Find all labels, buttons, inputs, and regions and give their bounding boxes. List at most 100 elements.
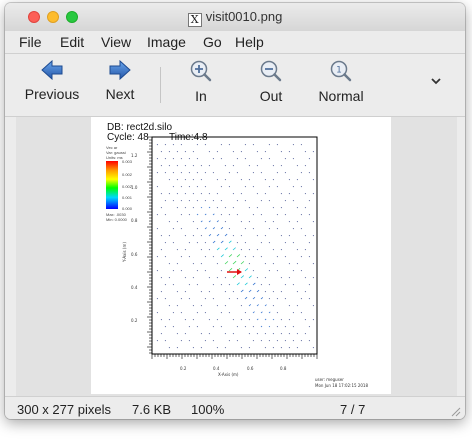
- menu-go[interactable]: Go: [203, 34, 222, 50]
- vector-mark: [156, 227, 159, 230]
- vector-mark: [312, 318, 315, 321]
- vector-mark: [232, 150, 235, 153]
- menu-view[interactable]: View: [101, 34, 132, 50]
- vector-mark: [304, 150, 307, 153]
- vector-mark: [300, 297, 303, 300]
- vector-mark: [228, 283, 231, 286]
- vector-mark: [220, 240, 224, 244]
- menu-image[interactable]: Image: [147, 34, 186, 50]
- vector-mark: [212, 227, 216, 230]
- vector-mark: [304, 234, 307, 237]
- menu-help[interactable]: Help: [235, 34, 264, 50]
- vector-mark: [276, 143, 279, 146]
- vector-mark: [216, 178, 219, 181]
- vector-mark: [280, 290, 283, 293]
- vector-mark: [272, 304, 275, 307]
- vector-mark: [180, 157, 183, 160]
- vector-mark: [276, 255, 279, 258]
- next-label: Next: [105, 86, 135, 102]
- y-tick-label: 1.2: [131, 153, 138, 158]
- vector-mark: [276, 339, 279, 342]
- vector-mark: [224, 261, 229, 265]
- vector-mark: [232, 332, 235, 335]
- vector-mark: [292, 325, 295, 328]
- vector-mark: [204, 171, 207, 174]
- vector-mark: [276, 325, 279, 328]
- y-tick-label: 0.6: [131, 252, 138, 257]
- minimize-window-button[interactable]: [47, 11, 59, 23]
- vector-mark: [256, 150, 259, 153]
- vector-mark: [240, 178, 243, 181]
- vector-mark: [220, 311, 223, 314]
- vector-mark: [220, 283, 223, 286]
- vector-mark: [256, 289, 260, 293]
- vector-plot: Y-Axis (m) X-Axis (m) 1.2 1.0 0.8 0.6 0.…: [122, 136, 368, 388]
- vector-mark: [220, 199, 223, 202]
- vector-mark: [192, 276, 195, 279]
- vector-mark: [264, 318, 267, 321]
- vector-mark: [192, 346, 195, 349]
- vector-mark: [212, 240, 216, 244]
- vector-mark: [276, 311, 279, 314]
- zoom-normal-button[interactable]: 1 Normal: [311, 60, 371, 104]
- vector-mark: [224, 346, 227, 349]
- vector-mark: [224, 304, 227, 307]
- vector-mark: [168, 304, 171, 307]
- vector-mark: [300, 311, 303, 314]
- vector-mark: [172, 283, 175, 286]
- vector-mark: [156, 339, 159, 342]
- vector-mark: [200, 290, 203, 293]
- vector-mark: [208, 248, 211, 251]
- vector-mark: [164, 157, 167, 160]
- colorbar-tick: 0.002: [122, 172, 133, 177]
- vector-mark: [180, 199, 183, 202]
- vector-mark: [208, 206, 211, 209]
- zoom-in-button[interactable]: In: [181, 60, 221, 104]
- vector-mark: [176, 220, 179, 223]
- vector-mark: [288, 150, 291, 153]
- vector-mark: [308, 325, 311, 328]
- axis-ticks: [147, 136, 318, 359]
- vector-mark: [184, 234, 187, 237]
- vector-mark: [280, 318, 283, 321]
- vector-mark: [248, 289, 252, 293]
- vector-mark: [236, 213, 239, 216]
- vector-mark: [184, 318, 187, 321]
- vector-mark: [188, 325, 191, 328]
- colorbar-tick: 0.000: [122, 206, 133, 211]
- vector-mark: [252, 213, 255, 216]
- vector-mark: [200, 206, 203, 209]
- vector-mark: [232, 164, 235, 167]
- resize-grip-icon[interactable]: [449, 405, 461, 417]
- menu-file[interactable]: File: [19, 34, 42, 50]
- vector-mark: [312, 234, 315, 237]
- maximize-window-button[interactable]: [66, 11, 78, 23]
- vector-mark: [264, 192, 267, 195]
- vector-mark: [272, 318, 275, 321]
- vector-mark: [200, 248, 203, 251]
- status-zoom: 100%: [191, 402, 225, 417]
- zoom-out-label: Out: [259, 88, 283, 104]
- x-tick-label: 0.4: [213, 366, 220, 371]
- previous-button[interactable]: Previous: [19, 60, 85, 102]
- vector-mark: [276, 269, 279, 272]
- vector-mark: [192, 178, 195, 181]
- vector-mark: [272, 262, 275, 265]
- vector-mark: [288, 178, 291, 181]
- vector-mark: [236, 157, 239, 160]
- vector-mark: [240, 234, 243, 237]
- vector-mark: [180, 143, 183, 146]
- zoom-out-button[interactable]: Out: [249, 60, 293, 104]
- close-window-button[interactable]: [28, 11, 40, 23]
- vector-mark: [260, 241, 263, 244]
- vector-mark: [292, 269, 295, 272]
- menu-edit[interactable]: Edit: [60, 34, 85, 50]
- image-viewport[interactable]: DB: rect2d.silo Cycle: 48 Time:4.8 Vec a…: [16, 117, 457, 396]
- chevron-down-icon[interactable]: [430, 76, 442, 86]
- vector-mark: [168, 192, 171, 195]
- status-file-size: 7.6 KB: [132, 402, 172, 417]
- next-button[interactable]: Next: [95, 60, 145, 102]
- vector-mark: [252, 255, 255, 258]
- vector-mark: [164, 283, 167, 286]
- vector-mark: [184, 290, 187, 293]
